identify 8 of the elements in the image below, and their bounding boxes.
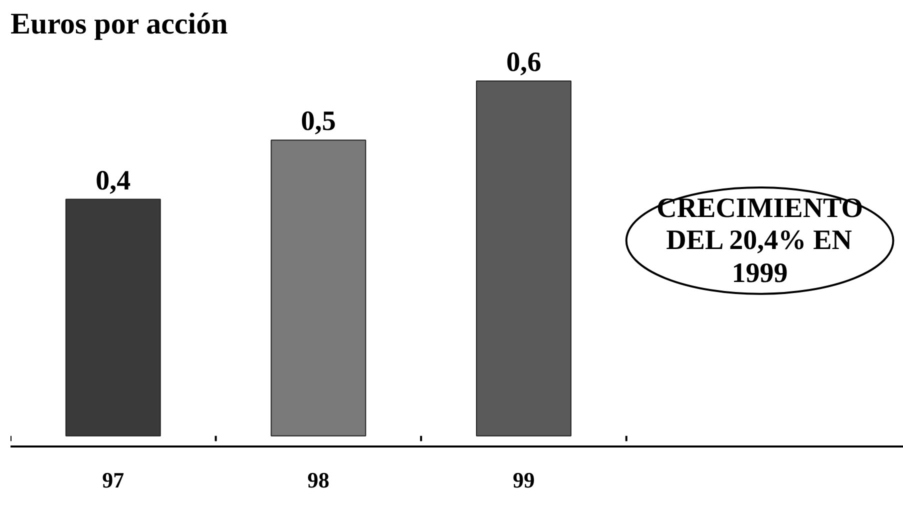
- x-tick-label: 98: [307, 468, 330, 492]
- x-tick-label: 97: [102, 468, 124, 492]
- chart-title: Euros por acción: [10, 8, 228, 40]
- x-tick-label: 99: [512, 468, 535, 492]
- data-label: 0,6: [506, 46, 542, 78]
- data-label: 0,4: [96, 165, 131, 196]
- text: CRECIMIENTO DEL 20,4% EN 1999: [656, 193, 864, 290]
- data-label: 0,5: [300, 106, 336, 138]
